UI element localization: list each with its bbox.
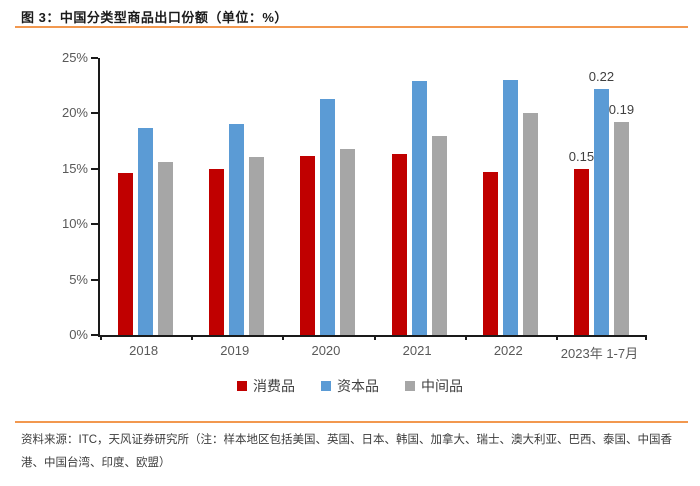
bar: [391, 154, 407, 335]
x-category-label: 2020: [311, 343, 341, 358]
x-tick-mark: [464, 335, 467, 340]
bar-group: [100, 58, 191, 335]
bar: [431, 135, 447, 335]
x-tick-mark: [373, 335, 376, 340]
x-tick-mark: [645, 335, 647, 340]
legend-item: 消费品: [237, 376, 295, 396]
legend-label: 消费品: [253, 378, 295, 394]
bar: 0.15: [569, 149, 594, 335]
x-tick-mark: [282, 335, 285, 340]
bar-group: [282, 58, 373, 335]
legend-swatch-icon: [405, 381, 415, 391]
y-tick-label: 15%: [61, 160, 88, 176]
bar: 0.22: [589, 69, 614, 335]
bar-group: [191, 58, 282, 335]
data-label: 0.19: [608, 102, 635, 118]
y-tick-mark: [91, 334, 98, 336]
legend-item: 资本品: [321, 376, 379, 396]
chart-title: 图 3：中国分类型商品出口份额（单位：%）: [21, 10, 288, 25]
bar-groups: 0.15 0.22 0.19: [100, 58, 647, 335]
x-tick-mark: [191, 335, 194, 340]
x-category-label: 2019: [220, 343, 250, 358]
bar: [158, 162, 174, 335]
legend-label: 中间品: [421, 378, 463, 394]
bar: [118, 173, 134, 335]
y-tick-mark: [91, 278, 98, 281]
legend-swatch-icon: [237, 381, 247, 391]
x-category-label: 2018: [129, 343, 159, 358]
chart-legend: 消费品 资本品 中间品: [0, 376, 700, 396]
bar: [340, 148, 356, 335]
legend-swatch-icon: [321, 381, 331, 391]
x-tick-mark: [100, 335, 102, 340]
bar: [522, 113, 538, 335]
bar-group: [374, 58, 465, 335]
top-divider: [15, 26, 688, 28]
source-note: 资料来源：ITC，天风证券研究所（注：样本地区包括美国、英国、日本、韩国、加拿大…: [21, 434, 673, 469]
plot-area: 0.15 0.22 0.19: [98, 58, 647, 340]
x-category-label: 2022: [493, 343, 523, 358]
legend-item: 中间品: [405, 376, 463, 396]
bar-chart: 0% 5% 10% 15% 20% 25% 0.15 0.22 0.19 2018 2019 20…: [0, 45, 700, 407]
x-axis-labels: 2018 2019 2020 2021 2022 2023年 1-7月: [98, 343, 645, 362]
legend-label: 资本品: [337, 378, 379, 394]
bottom-divider: [15, 421, 688, 423]
bar-group: [465, 58, 556, 335]
bar: [482, 172, 498, 335]
data-label: 0.22: [588, 69, 615, 85]
bar: [411, 81, 427, 335]
bar: [502, 80, 518, 335]
bar: 0.19: [609, 102, 634, 335]
bar: [209, 168, 225, 335]
x-tick-mark: [555, 335, 558, 340]
bar-group: 0.15 0.22 0.19: [556, 58, 647, 335]
bar: [249, 156, 265, 335]
bar: [300, 155, 316, 335]
bar: [229, 124, 245, 335]
y-tick-label: 20%: [61, 105, 88, 121]
bar: [138, 127, 154, 335]
data-label: 0.15: [568, 148, 595, 164]
y-tick-label: 10%: [61, 216, 88, 232]
y-tick-mark: [91, 223, 98, 226]
y-tick-mark: [91, 57, 98, 59]
y-tick-mark: [91, 167, 98, 170]
y-tick-mark: [91, 112, 98, 115]
x-category-label: 2023年 1-7月: [560, 346, 639, 361]
y-tick-label: 5%: [69, 271, 88, 287]
bar: [320, 99, 336, 335]
y-tick-label: 25%: [61, 50, 88, 65]
x-category-label: 2021: [402, 343, 432, 358]
y-tick-label: 0%: [69, 327, 88, 342]
